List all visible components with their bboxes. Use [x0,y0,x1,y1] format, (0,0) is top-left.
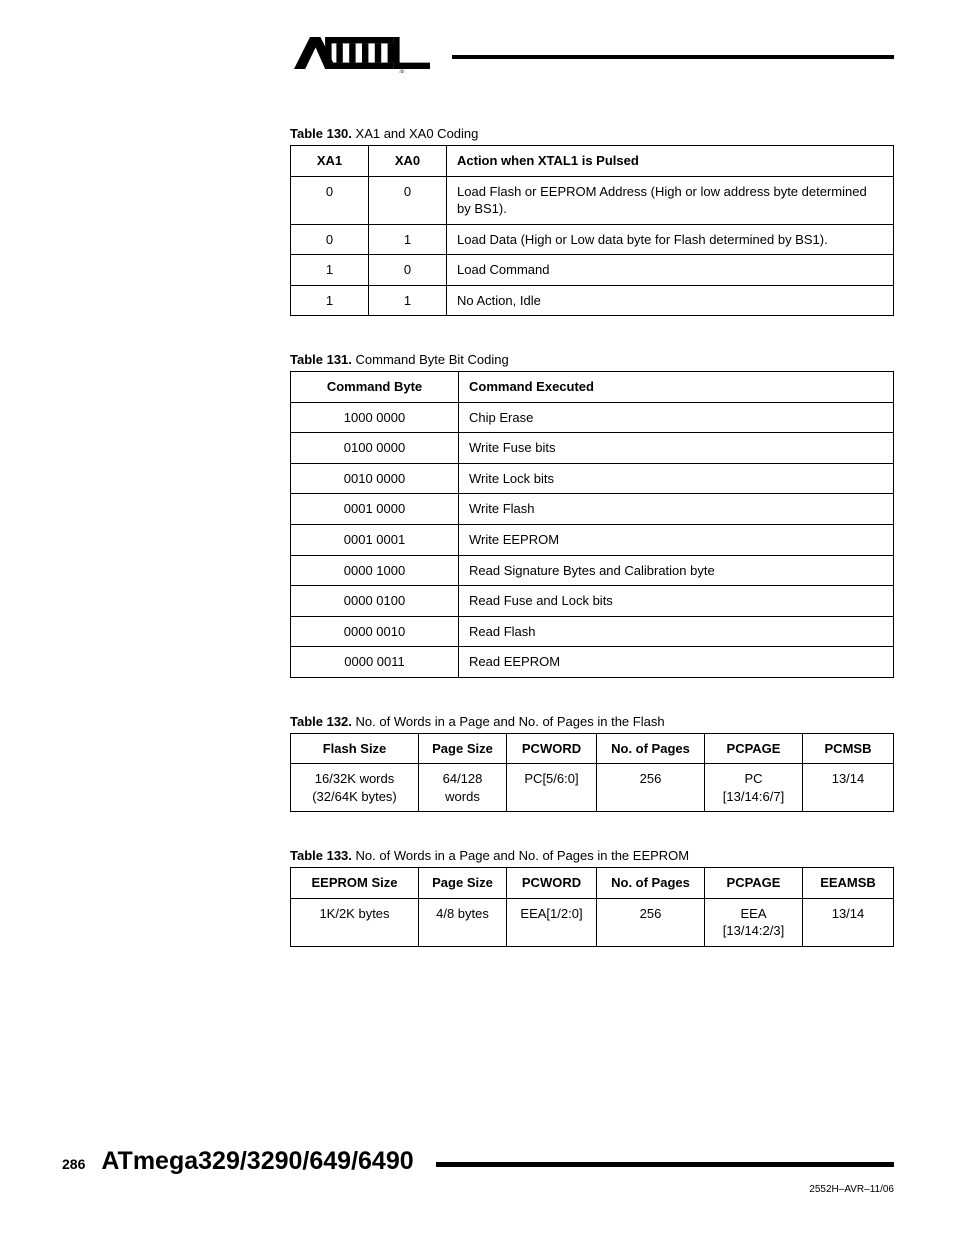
page-content: Table 130. XA1 and XA0 Coding XA1 XA0 Ac… [0,76,954,947]
table-row: 10Load Command [291,255,894,286]
table-header-row: Command Byte Command Executed [291,372,894,403]
doc-revision: 2552H–AVR–11/06 [62,1184,894,1195]
footer-top: 286 ATmega329/3290/649/6490 [62,1147,894,1176]
table-row: 0001 0000Write Flash [291,494,894,525]
atmel-logo: ® [290,33,434,73]
table-header-row: XA1 XA0 Action when XTAL1 is Pulsed [291,146,894,177]
table-row: 1K/2K bytes 4/8 bytes EEA[1/2:0] 256 EEA… [291,898,894,946]
page-footer: 286 ATmega329/3290/649/6490 2552H–AVR–11… [0,1147,954,1195]
table-row: 0000 0010Read Flash [291,616,894,647]
col-action: Action when XTAL1 is Pulsed [447,146,894,177]
table-row: 0000 0100Read Fuse and Lock bits [291,586,894,617]
table-133: EEPROM Size Page Size PCWORD No. of Page… [290,867,894,947]
col-xa1: XA1 [291,146,369,177]
table-131-caption: Table 131. Command Byte Bit Coding [290,352,894,367]
col-cmdbyte: Command Byte [291,372,459,403]
table-row: 00Load Flash or EEPROM Address (High or … [291,176,894,224]
caption-label: Table 133. [290,848,352,863]
doc-title: ATmega329/3290/649/6490 [101,1147,413,1176]
caption-text: No. of Words in a Page and No. of Pages … [352,848,689,863]
page-header: ® [0,0,954,76]
table-row: 0000 0011Read EEPROM [291,647,894,678]
table-133-caption: Table 133. No. of Words in a Page and No… [290,848,894,863]
footer-rule [436,1162,894,1167]
caption-label: Table 130. [290,126,352,141]
table-row: 16/32K words (32/64K bytes) 64/128 words… [291,764,894,812]
col-cmdexec: Command Executed [459,372,894,403]
table-130: XA1 XA0 Action when XTAL1 is Pulsed 00Lo… [290,145,894,316]
caption-label: Table 132. [290,714,352,729]
table-130-caption: Table 130. XA1 and XA0 Coding [290,126,894,141]
table-row: 01Load Data (High or Low data byte for F… [291,224,894,255]
svg-text:®: ® [400,69,405,73]
table-132: Flash Size Page Size PCWORD No. of Pages… [290,733,894,813]
table-header-row: EEPROM Size Page Size PCWORD No. of Page… [291,868,894,899]
caption-text: XA1 and XA0 Coding [352,126,478,141]
table-row: 0001 0001Write EEPROM [291,525,894,556]
table-132-caption: Table 132. No. of Words in a Page and No… [290,714,894,729]
table-row: 0000 1000Read Signature Bytes and Calibr… [291,555,894,586]
table-row: 0010 0000Write Lock bits [291,463,894,494]
table-row: 0100 0000Write Fuse bits [291,433,894,464]
header-rule [452,55,894,59]
table-row: 1000 0000Chip Erase [291,402,894,433]
caption-label: Table 131. [290,352,352,367]
caption-text: Command Byte Bit Coding [352,352,509,367]
table-row: 11No Action, Idle [291,285,894,316]
table-header-row: Flash Size Page Size PCWORD No. of Pages… [291,733,894,764]
col-xa0: XA0 [369,146,447,177]
caption-text: No. of Words in a Page and No. of Pages … [352,714,665,729]
page-number: 286 [62,1156,85,1172]
table-131: Command Byte Command Executed 1000 0000C… [290,371,894,677]
